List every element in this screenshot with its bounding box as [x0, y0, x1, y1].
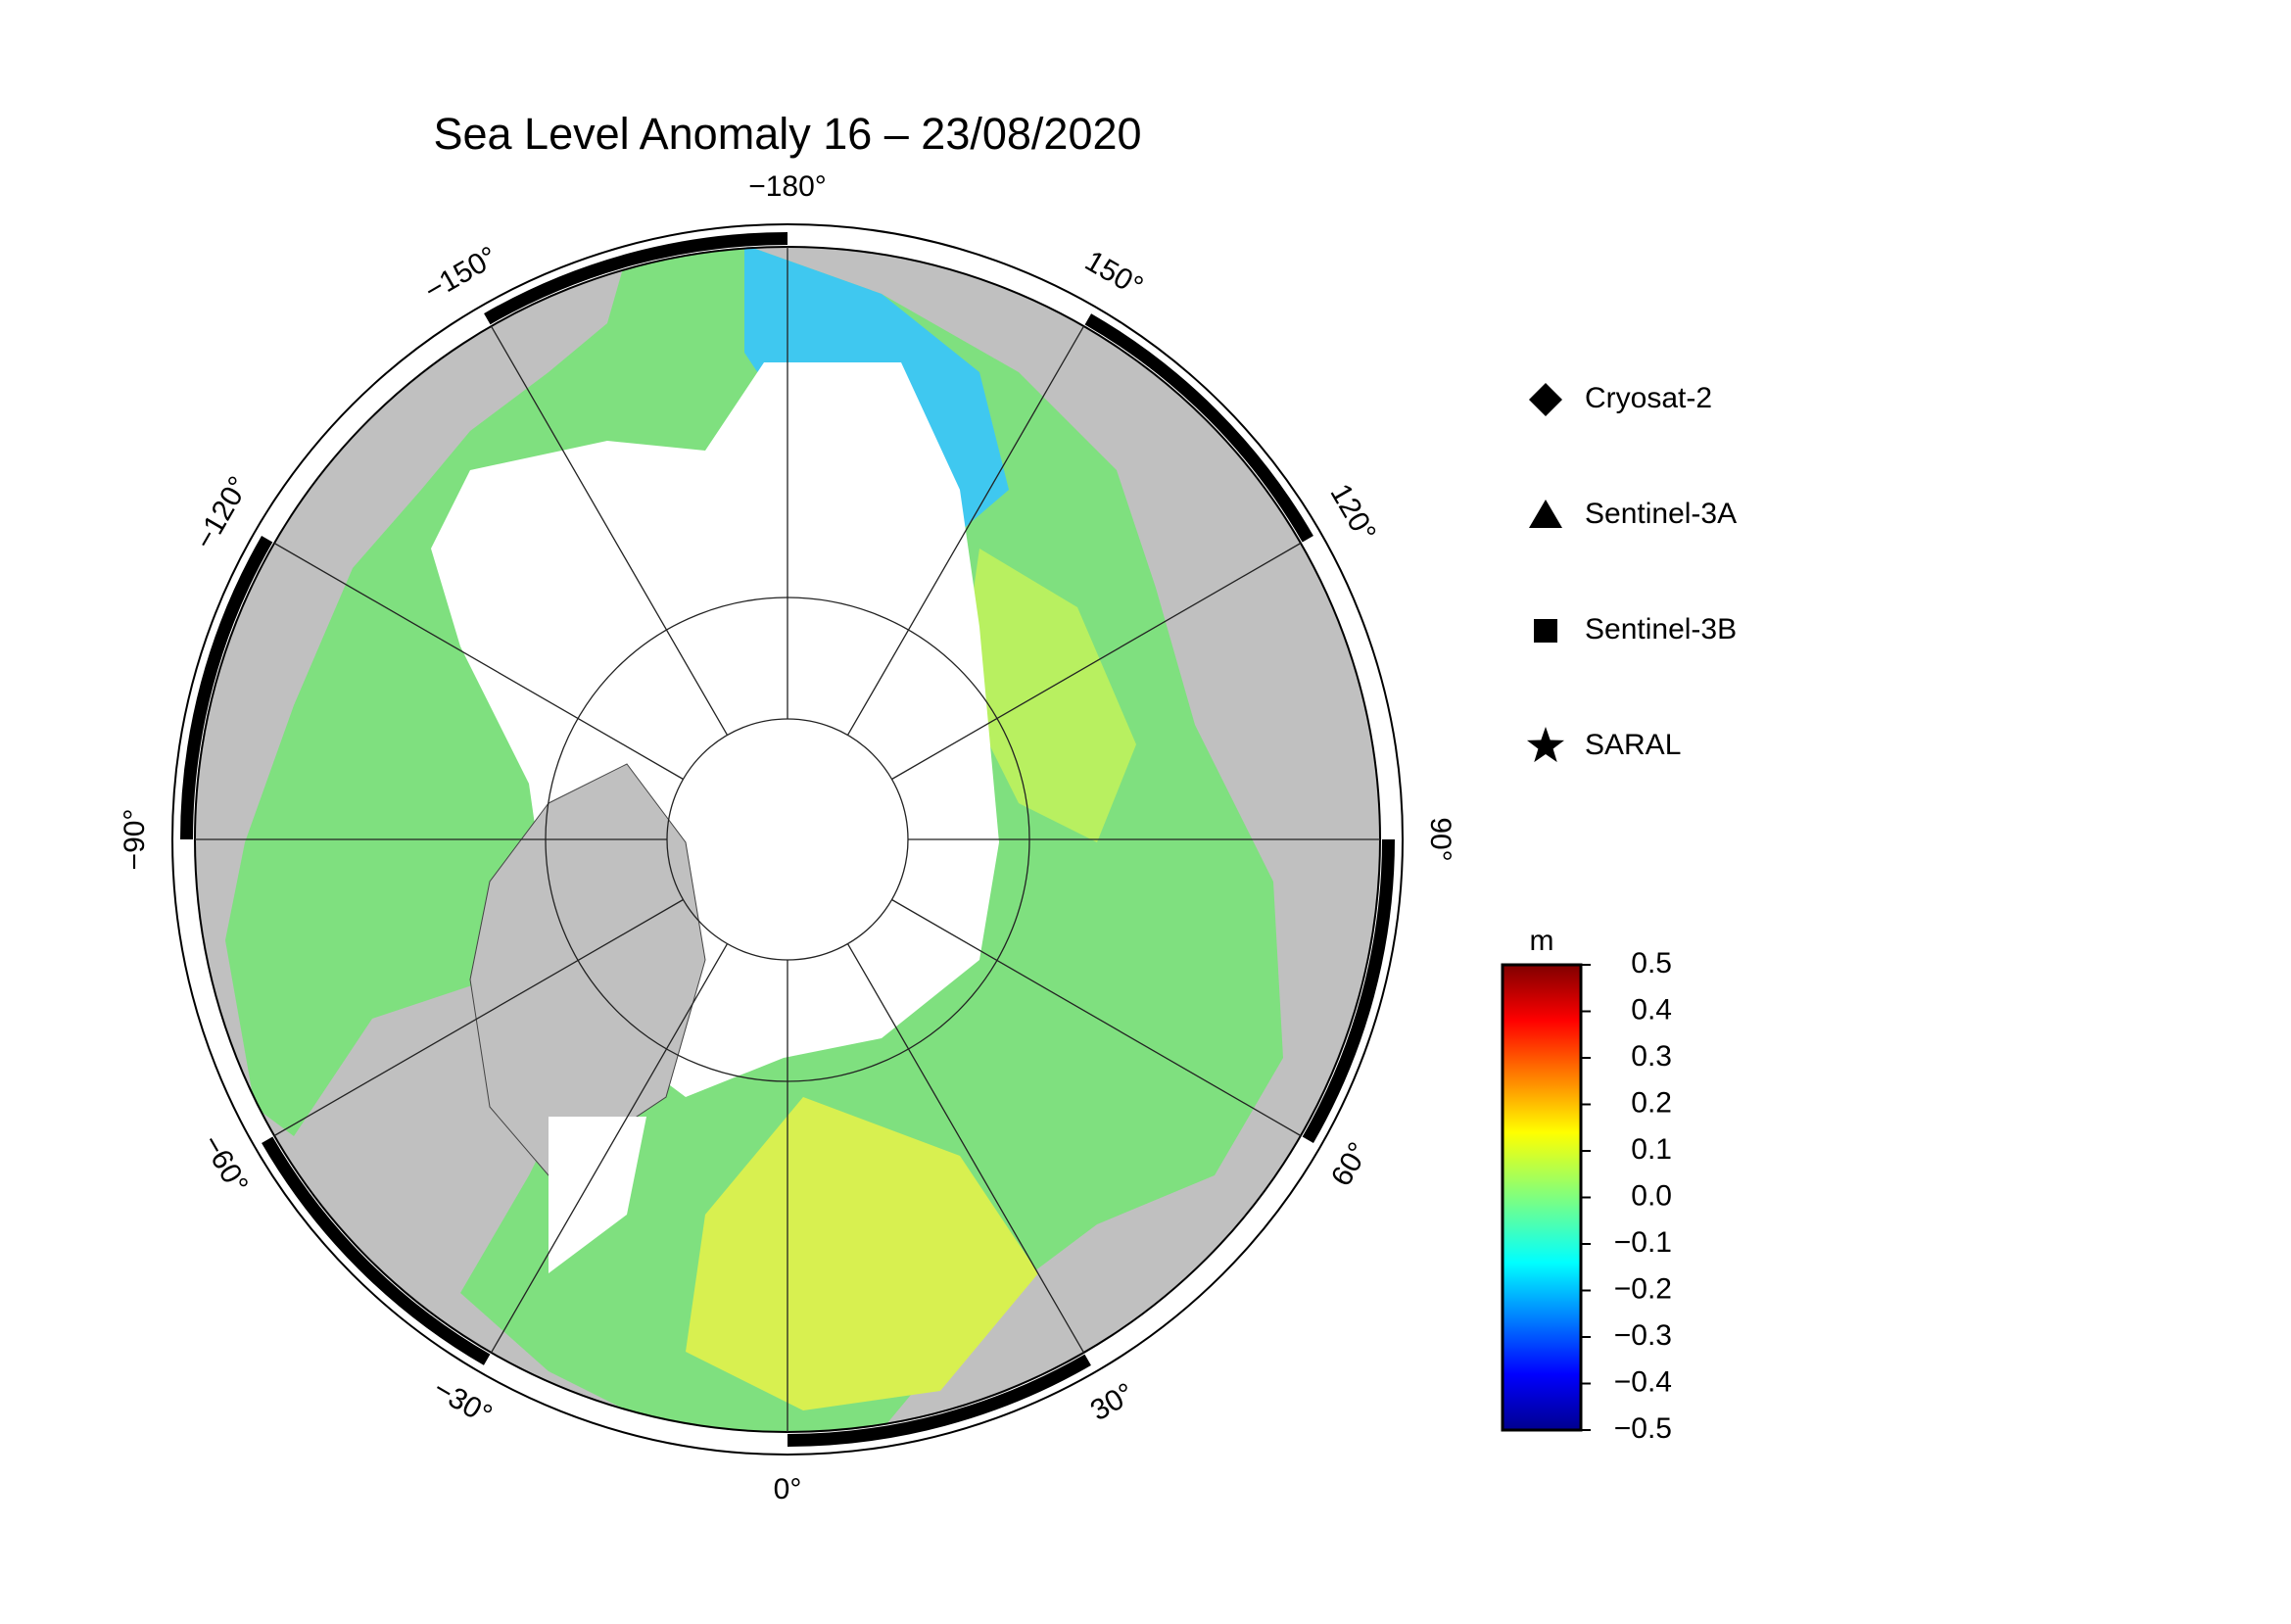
frame-segment	[787, 1354, 1091, 1447]
legend-marker	[1534, 619, 1557, 643]
colorbar-tick-label: 0.2	[1631, 1086, 1672, 1119]
frame-segment	[180, 838, 273, 1143]
colorbar-tick-label: −0.2	[1614, 1272, 1672, 1305]
colorbar-tick-label: −0.5	[1614, 1412, 1672, 1445]
frame-segment	[787, 232, 1091, 325]
legend-marker	[1529, 500, 1562, 528]
frame-segment	[1302, 536, 1395, 840]
longitude-label: −120°	[189, 471, 256, 554]
longitude-label: 150°	[1079, 245, 1148, 304]
legend-label: SARAL	[1585, 729, 1681, 761]
colorbar-unit: m	[1530, 925, 1554, 957]
longitude-label: −180°	[748, 170, 827, 203]
frame-edge	[171, 223, 1404, 1456]
meridian	[273, 542, 684, 781]
meridian	[846, 943, 1085, 1354]
meridian	[891, 898, 1302, 1137]
longitude-label: 30°	[1085, 1377, 1140, 1427]
title: Sea Level Anomaly 16 – 23/08/2020	[433, 109, 1141, 159]
frame-segment	[1302, 838, 1395, 1143]
map-frame	[171, 223, 1404, 1456]
frame-segment	[1084, 1136, 1313, 1365]
longitude-label: 0°	[774, 1473, 802, 1505]
meridian	[273, 898, 684, 1137]
frame-segment	[1084, 313, 1313, 543]
colorbar-tick-label: 0.1	[1631, 1133, 1672, 1166]
legend-marker	[1529, 383, 1562, 416]
frame-segment	[484, 232, 788, 325]
graticule	[194, 246, 1381, 1433]
ocean-anomaly	[686, 1097, 1038, 1410]
ocean-anomaly	[960, 549, 1136, 842]
legend-label: Cryosat-2	[1585, 382, 1712, 414]
colorbar-tick-label: −0.1	[1614, 1226, 1672, 1259]
meridian	[490, 325, 729, 736]
legend-label: Sentinel-3B	[1585, 613, 1737, 645]
legend-marker	[1526, 727, 1565, 763]
colorbar-tick-label: 0.3	[1631, 1040, 1672, 1073]
longitude-label: −60°	[195, 1129, 254, 1199]
meridian	[846, 325, 1085, 736]
longitude-label: 60°	[1325, 1137, 1375, 1192]
colorbar: m 0.5 0.4 0.3 0.2 0.1 0.0 −0.1 −0.2 −0.3 −0.4 −0.5	[1501, 925, 1672, 1445]
longitude-label: −30°	[428, 1373, 498, 1432]
frame-segment	[262, 313, 491, 543]
longitude-label: 120°	[1323, 479, 1382, 548]
legend-label: Sentinel-3A	[1585, 498, 1737, 530]
colorbar-tick-label: 0.5	[1631, 947, 1672, 979]
colorbar-tick-label: 0.0	[1631, 1179, 1672, 1212]
no-data-ice	[549, 1117, 646, 1273]
longitude-label: −90°	[119, 809, 151, 871]
meridian	[490, 943, 729, 1354]
colorbar-tick-label: −0.3	[1614, 1319, 1672, 1352]
frame-segment	[262, 1136, 491, 1365]
colorbar-tick-label: −0.4	[1614, 1365, 1672, 1398]
legend: Cryosat-2 Sentinel-3A Sentinel-3B SARAL	[1526, 382, 1737, 763]
frame-segment	[180, 536, 273, 840]
colorbar-scale	[1501, 963, 1583, 1432]
meridian	[891, 542, 1302, 781]
colorbar-tick-label: 0.4	[1631, 993, 1672, 1026]
frame-segment	[484, 1354, 788, 1447]
longitude-label: 90°	[1424, 817, 1456, 861]
longitude-label: −150°	[419, 241, 502, 308]
